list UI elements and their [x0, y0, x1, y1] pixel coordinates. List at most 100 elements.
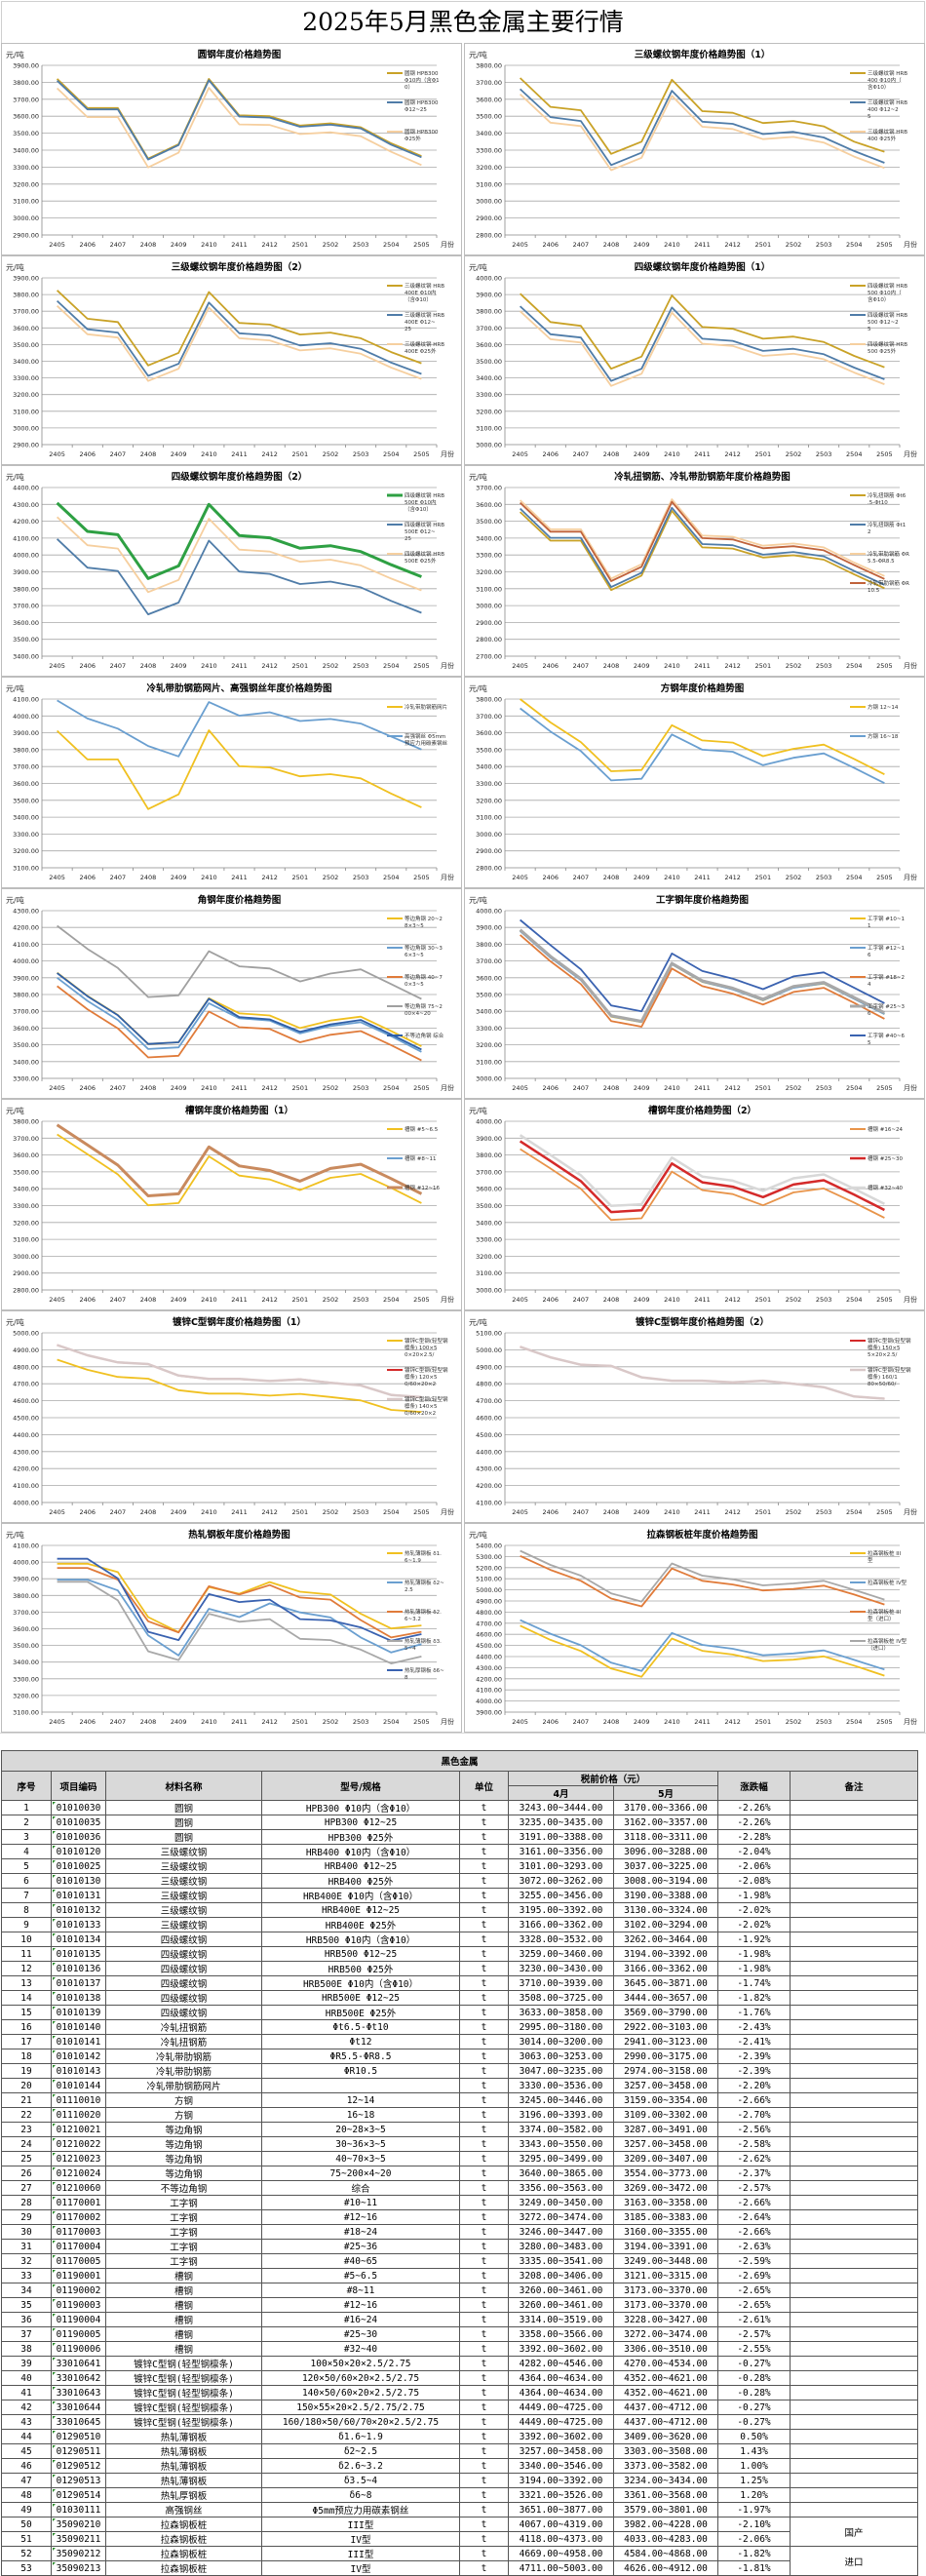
table-row: 26 01210024 等边角钢 75~200×4~20 t 3640.00~3865.0…: [1, 2166, 919, 2181]
cell-may-price: 3554.00~3773.00: [613, 2166, 718, 2181]
x-tick-label: 2409: [634, 241, 650, 249]
legend-label: 檩条) 140×5: [405, 1402, 438, 1410]
x-tick-label: 2412: [724, 1718, 741, 1726]
y-tick-label: 4500.00: [476, 1642, 502, 1650]
y-tick-label: 5400.00: [476, 1542, 502, 1550]
x-tick-label: 2410: [201, 1508, 217, 1516]
y-tick-label: 3900.00: [476, 924, 502, 932]
y-tick-label: 3200.00: [476, 408, 502, 415]
series-line-4: [57, 1581, 422, 1665]
chart-3: 三级螺纹钢年度价格趋势图（2） 元/吨 2900.00 3000.00 3100.00 3…: [1, 255, 462, 465]
y-tick-label: 4200.00: [13, 1465, 39, 1473]
cell-unit: t: [459, 1946, 509, 1962]
series-line-2: [519, 506, 885, 588]
x-axis-label: 月份: [441, 1083, 454, 1092]
y-tick-label: 3600.00: [13, 1625, 39, 1633]
y-tick-label: 3000.00: [13, 424, 39, 432]
x-tick-label: 2407: [573, 1084, 590, 1092]
legend-label: 6~3.2: [405, 1617, 421, 1622]
cell-name: 槽钢: [105, 2341, 262, 2357]
y-tick-label: 4000.00: [13, 957, 39, 965]
y-tick-label: 3900.00: [13, 1576, 39, 1583]
x-tick-label: 2410: [664, 1084, 680, 1092]
chart-11: 槽钢年度价格趋势图（1） 元/吨 2800.00 2900.00 3000.00 3100…: [1, 1099, 462, 1310]
y-tick-label: 4400.00: [13, 1431, 39, 1439]
cell-name: 镀锌C型钢(轻型钢檩条): [105, 2414, 262, 2430]
cell-remark: [789, 2341, 919, 2357]
legend-item: 工字钢 #12~16: [850, 944, 905, 958]
table-row: 35 01190003 槽钢 #12~16 t 3260.00~3461.00 3173.0…: [1, 2297, 919, 2313]
cell-name: 镀锌C型钢(轻型钢檩条): [105, 2385, 262, 2400]
cell-apr-price: 4364.00~4634.00: [508, 2370, 614, 2386]
chart-13: 镀锌C型钢年度价格趋势图（1） 元/吨 4000.00 4100.00 4200.00 4…: [1, 1310, 462, 1523]
cell-seq: 32: [1, 2253, 52, 2269]
table-row: 38 01190006 槽钢 #32~40 t 3392.00~3602.00 3306.0…: [1, 2341, 919, 2357]
y-tick-label: 3900.00: [476, 292, 502, 299]
x-tick-label: 2407: [573, 241, 590, 249]
legend-label: 含Φ10）: [868, 83, 889, 91]
cell-apr-price: 3259.00~3460.00: [508, 1946, 614, 1962]
cell-may-price: 3287.00~3491.00: [613, 2122, 718, 2137]
y-tick-label: 3700.00: [13, 763, 39, 771]
cell-code: 33010644: [51, 2400, 106, 2415]
cell-spec: HRB500 Φ25外: [261, 1961, 460, 1976]
cell-seq: 48: [1, 2487, 52, 2503]
chart-1: 圆钢年度价格趋势图 元/吨 2900.00 3000.00 3100.00 3200.00…: [1, 43, 462, 255]
cell-code: 01010142: [51, 2049, 106, 2064]
cell-unit: t: [459, 2560, 509, 2576]
legend-label: 热轧薄钢板 δ2.: [405, 1608, 442, 1616]
legend-label: 0）: [405, 84, 413, 91]
y-tick-label: 3400.00: [476, 374, 502, 382]
table-body: 1 01010030 圆钢 HPB300 Φ10内（含Φ10） t 3243.00~344…: [1, 1800, 919, 2576]
legend-label: 拉森钢板桩 IV型: [868, 1579, 907, 1586]
cell-seq: 53: [1, 2560, 52, 2576]
legend-item: 冷轧扭钢筋 Φt12: [850, 521, 906, 535]
cell-remark: [789, 2443, 919, 2459]
cell-remark: [789, 1858, 919, 1874]
chart-title: 冷轧带肋钢筋网片、高强钢丝年度价格趋势图: [146, 683, 331, 694]
x-tick-label: 2504: [846, 1296, 863, 1304]
legend-label: 热轧薄钢板 δ1.: [405, 1549, 442, 1557]
table-row: 46 01290512 热轧薄钢板 δ2.6~3.2 t 3340.00~3546.00 3…: [1, 2458, 919, 2474]
x-tick-label: 2503: [816, 1718, 832, 1726]
y-tick-label: 3500.00: [476, 518, 502, 526]
cell-unit: t: [459, 1932, 509, 1947]
y-tick-label: 4000.00: [13, 713, 39, 721]
cell-seq: 51: [1, 2531, 52, 2547]
cell-seq: 27: [1, 2180, 52, 2196]
legend-label: 镀锌C型钢(轻型钢: [868, 1337, 911, 1345]
legend-label: .5-Φt10: [868, 500, 888, 506]
legend-item: 等边角钢 40~70×3~5: [387, 973, 443, 988]
x-tick-label: 2502: [323, 874, 339, 881]
chart-svg: 槽钢年度价格趋势图（1） 元/吨 2800.00 2900.00 3000.00 3100…: [6, 1105, 454, 1304]
cell-remark: [789, 2356, 919, 2371]
cell-remark: [789, 2414, 919, 2430]
cell-spec: 75~200×4~20: [261, 2166, 460, 2181]
x-tick-label: 2501: [292, 1084, 309, 1092]
y-tick-label: 3100.00: [476, 180, 502, 188]
table-row: 12 01010136 四级螺纹钢 HRB500 Φ25外 t 3230.00~3430.…: [1, 1961, 919, 1976]
series-line-1: [519, 77, 885, 155]
legend-label: 热轧薄钢板 δ2~: [405, 1579, 444, 1586]
x-tick-label: 2408: [140, 1508, 157, 1516]
x-tick-label: 2406: [79, 1718, 96, 1726]
chart-title: 四级螺纹钢年度价格趋势图（1）: [635, 261, 771, 273]
cell-seq: 24: [1, 2136, 52, 2152]
cell-change: -2.64%: [717, 2209, 791, 2225]
y-tick-label: 3100.00: [476, 424, 502, 432]
cell-seq: 37: [1, 2326, 52, 2342]
legend-label: 0/60×20×2: [405, 1382, 436, 1387]
x-tick-label: 2501: [755, 874, 772, 881]
cell-may-price: 3170.00~3366.00: [613, 1800, 718, 1815]
legend-item: 三级螺纹钢 HRB400E Φ25外: [387, 340, 444, 355]
cell-code: 01010139: [51, 2005, 106, 2020]
cell-apr-price: 3343.00~3550.00: [508, 2136, 614, 2152]
cell-code: 01010141: [51, 2034, 106, 2049]
x-axis-label: 月份: [441, 1717, 454, 1726]
y-tick-label: 3200.00: [476, 164, 502, 172]
cell-change: -1.98%: [717, 1961, 791, 1976]
x-tick-label: 2501: [755, 241, 772, 249]
legend-item: 高强钢丝 Φ5mm预应力用碳素钢丝: [387, 732, 448, 747]
x-tick-label: 2408: [140, 1718, 157, 1726]
y-tick-label: 2900.00: [13, 1269, 39, 1277]
